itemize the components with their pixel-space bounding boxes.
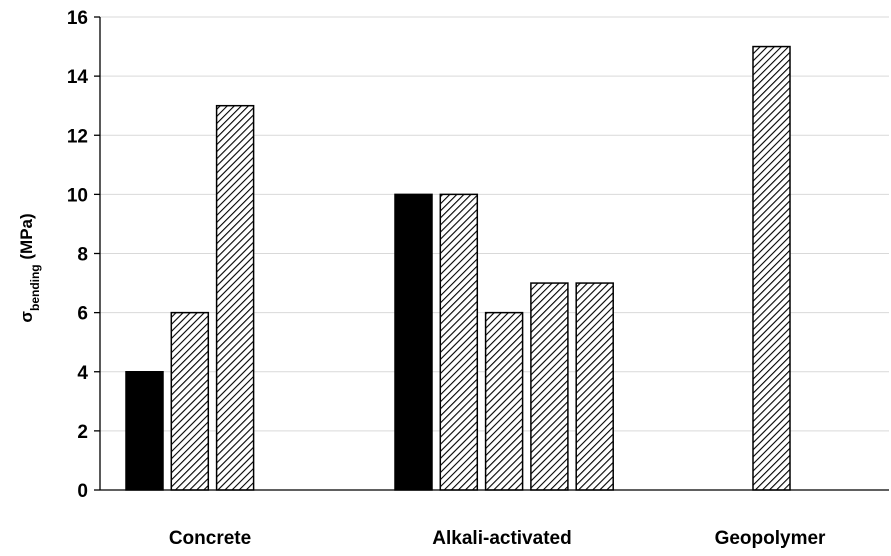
y-tick-label-14: 14 bbox=[67, 67, 89, 88]
y-tick-label-8: 8 bbox=[77, 245, 88, 266]
category-label-concrete: Concrete bbox=[169, 528, 251, 549]
bar-alkali-activated-1 bbox=[394, 193, 433, 491]
bar-alkali-activated-2 bbox=[439, 193, 479, 491]
y-tick-label-16: 16 bbox=[67, 8, 88, 29]
bar-concrete-1 bbox=[125, 371, 164, 491]
y-axis-subscript: bending bbox=[28, 264, 42, 311]
bar-alkali-activated-4 bbox=[530, 282, 569, 491]
y-tick-label-12: 12 bbox=[67, 126, 88, 147]
y-tick-label-6: 6 bbox=[77, 304, 88, 325]
bar-concrete-3 bbox=[215, 104, 255, 491]
bar-alkali-activated-3 bbox=[484, 311, 524, 491]
category-label-geopolymer: Geopolymer bbox=[715, 528, 826, 549]
y-axis-title: σbending (MPa) bbox=[17, 213, 42, 322]
category-labels: Concrete Alkali-activated Geopolymer bbox=[169, 528, 826, 549]
bar-concrete-2 bbox=[170, 311, 210, 491]
bar-geopolymer-1 bbox=[752, 45, 791, 491]
y-tick-label-0: 0 bbox=[77, 481, 88, 502]
y-tick-label-4: 4 bbox=[77, 363, 88, 384]
y-tick-label-2: 2 bbox=[77, 422, 88, 443]
y-tick-label-10: 10 bbox=[67, 185, 88, 206]
bar-alkali-activated-5 bbox=[575, 282, 614, 491]
y-axis-symbol: σ bbox=[17, 311, 36, 323]
category-label-alkali-activated: Alkali-activated bbox=[432, 528, 571, 549]
y-tick-labels: 0 2 4 6 8 10 12 14 16 bbox=[67, 8, 89, 502]
y-axis-unit: (MPa) bbox=[17, 213, 36, 264]
axes bbox=[94, 16, 889, 491]
bars bbox=[125, 45, 791, 491]
